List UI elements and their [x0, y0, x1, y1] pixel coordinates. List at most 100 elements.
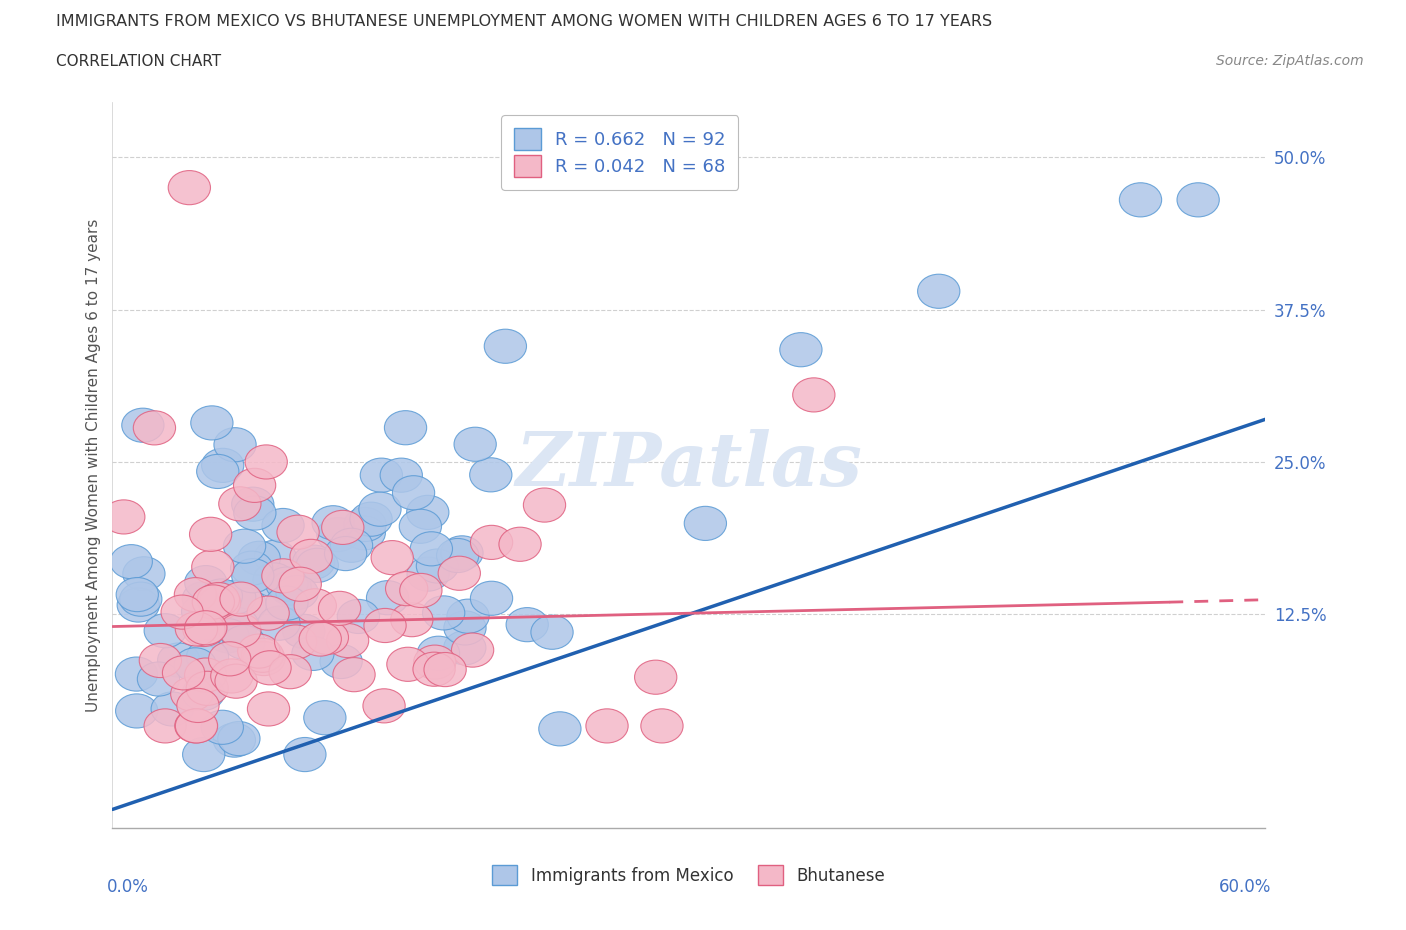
Ellipse shape — [523, 488, 565, 522]
Ellipse shape — [304, 700, 346, 735]
Ellipse shape — [249, 651, 291, 684]
Ellipse shape — [170, 677, 212, 711]
Ellipse shape — [138, 662, 180, 697]
Ellipse shape — [183, 612, 225, 646]
Ellipse shape — [380, 458, 422, 492]
Ellipse shape — [363, 689, 405, 723]
Ellipse shape — [413, 645, 456, 679]
Ellipse shape — [471, 525, 513, 560]
Ellipse shape — [416, 549, 458, 583]
Ellipse shape — [184, 658, 226, 692]
Ellipse shape — [531, 615, 574, 649]
Ellipse shape — [294, 589, 336, 623]
Ellipse shape — [387, 647, 429, 682]
Ellipse shape — [211, 658, 253, 693]
Ellipse shape — [406, 496, 449, 529]
Ellipse shape — [238, 634, 280, 668]
Ellipse shape — [406, 557, 450, 591]
Ellipse shape — [274, 625, 316, 659]
Ellipse shape — [586, 709, 628, 743]
Ellipse shape — [191, 405, 233, 440]
Ellipse shape — [103, 499, 145, 534]
Ellipse shape — [399, 510, 441, 543]
Ellipse shape — [117, 588, 159, 622]
Ellipse shape — [232, 487, 274, 521]
Ellipse shape — [471, 581, 513, 616]
Ellipse shape — [257, 606, 301, 640]
Text: ZIPatlas: ZIPatlas — [516, 429, 862, 501]
Ellipse shape — [269, 571, 312, 605]
Ellipse shape — [423, 596, 465, 630]
Ellipse shape — [411, 532, 453, 565]
Y-axis label: Unemployment Among Women with Children Ages 6 to 17 years: Unemployment Among Women with Children A… — [86, 219, 101, 711]
Ellipse shape — [322, 511, 364, 544]
Ellipse shape — [337, 600, 380, 633]
Ellipse shape — [181, 676, 225, 711]
Ellipse shape — [177, 688, 219, 723]
Ellipse shape — [217, 607, 259, 642]
Ellipse shape — [122, 557, 165, 591]
Ellipse shape — [242, 638, 284, 672]
Ellipse shape — [312, 506, 354, 539]
Ellipse shape — [197, 455, 239, 488]
Text: 60.0%: 60.0% — [1219, 879, 1271, 897]
Ellipse shape — [243, 642, 285, 675]
Ellipse shape — [193, 585, 235, 619]
Ellipse shape — [184, 611, 226, 644]
Ellipse shape — [413, 652, 456, 686]
Ellipse shape — [451, 633, 494, 667]
Ellipse shape — [277, 515, 319, 550]
Ellipse shape — [218, 722, 260, 756]
Ellipse shape — [187, 640, 229, 674]
Ellipse shape — [247, 692, 290, 726]
Ellipse shape — [186, 611, 228, 645]
Ellipse shape — [134, 411, 176, 445]
Ellipse shape — [484, 329, 526, 364]
Ellipse shape — [181, 594, 224, 629]
Ellipse shape — [174, 578, 217, 612]
Ellipse shape — [266, 567, 308, 601]
Ellipse shape — [200, 578, 242, 613]
Ellipse shape — [385, 572, 427, 605]
Ellipse shape — [184, 565, 226, 600]
Ellipse shape — [224, 529, 266, 564]
Ellipse shape — [280, 567, 322, 602]
Text: 0.0%: 0.0% — [107, 879, 149, 897]
Ellipse shape — [292, 545, 335, 579]
Ellipse shape — [425, 653, 467, 686]
Ellipse shape — [343, 516, 385, 550]
Legend: Immigrants from Mexico, Bhutanese: Immigrants from Mexico, Bhutanese — [485, 858, 893, 892]
Ellipse shape — [174, 648, 217, 682]
Ellipse shape — [183, 737, 225, 772]
Ellipse shape — [215, 664, 257, 698]
Ellipse shape — [1177, 183, 1219, 217]
Ellipse shape — [254, 540, 297, 575]
Ellipse shape — [330, 528, 373, 563]
Ellipse shape — [391, 603, 433, 637]
Ellipse shape — [1119, 183, 1161, 217]
Ellipse shape — [198, 586, 240, 620]
Ellipse shape — [247, 596, 290, 631]
Ellipse shape — [262, 509, 304, 542]
Ellipse shape — [117, 578, 159, 612]
Ellipse shape — [207, 618, 249, 653]
Ellipse shape — [470, 458, 512, 492]
Text: CORRELATION CHART: CORRELATION CHART — [56, 54, 221, 69]
Ellipse shape — [219, 614, 262, 647]
Ellipse shape — [163, 656, 205, 690]
Ellipse shape — [262, 559, 304, 593]
Ellipse shape — [780, 333, 823, 366]
Ellipse shape — [169, 170, 211, 205]
Text: Source: ZipAtlas.com: Source: ZipAtlas.com — [1216, 54, 1364, 68]
Ellipse shape — [392, 475, 434, 510]
Ellipse shape — [269, 655, 311, 689]
Ellipse shape — [115, 694, 157, 728]
Ellipse shape — [359, 492, 401, 526]
Ellipse shape — [120, 582, 162, 617]
Ellipse shape — [371, 540, 413, 575]
Text: IMMIGRANTS FROM MEXICO VS BHUTANESE UNEMPLOYMENT AMONG WOMEN WITH CHILDREN AGES : IMMIGRANTS FROM MEXICO VS BHUTANESE UNEM… — [56, 14, 993, 29]
Ellipse shape — [439, 556, 481, 591]
Ellipse shape — [299, 622, 342, 656]
Ellipse shape — [499, 527, 541, 562]
Ellipse shape — [319, 591, 361, 626]
